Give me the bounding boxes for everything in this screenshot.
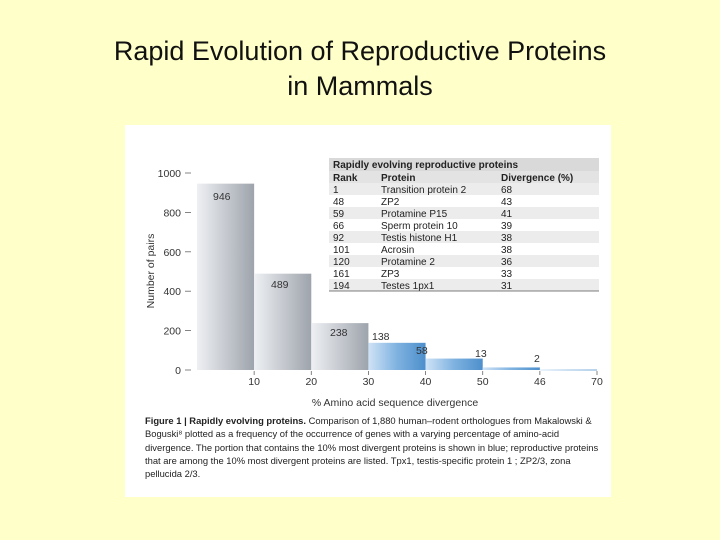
table-cell-2-1: 48 — [333, 197, 345, 208]
table-header-bg — [329, 171, 599, 183]
table-cell-3-3: 41 — [501, 209, 513, 220]
bar-label-4: 138 — [372, 331, 390, 343]
x-axis-label: % Amino acid sequence divergence — [312, 397, 479, 409]
table-cell-7-2: Protamine 2 — [381, 257, 435, 268]
x-tick-label-1: 10 — [248, 376, 260, 388]
table-cell-4-2: Sperm protein 10 — [381, 221, 458, 232]
table-cell-1-3: 68 — [501, 185, 513, 196]
y-tick-label-800: 800 — [163, 207, 181, 219]
table-cell-2-2: ZP2 — [381, 197, 400, 208]
bar-label-6: 13 — [475, 348, 487, 360]
table-row-bg-4 — [329, 219, 599, 231]
bar-label-3: 238 — [330, 327, 348, 339]
table-cell-9-3: 31 — [501, 281, 513, 292]
table-row-bg-2 — [329, 195, 599, 207]
table-cell-3-1: 59 — [333, 209, 345, 220]
caption-text: Comparison of 1,880 human–rodent ortholo… — [145, 415, 599, 480]
table-row-bg-7 — [329, 255, 599, 267]
table-row-bg-6 — [329, 243, 599, 255]
table-cell-4-1: 66 — [333, 221, 345, 232]
x-tick-label-6: 46 — [534, 376, 546, 388]
table-title-bg — [329, 158, 599, 171]
figure-caption: Figure 1 | Rapidly evolving proteins. Co… — [145, 414, 605, 480]
table-cell-8-3: 33 — [501, 269, 513, 280]
table-cell-1-2: Transition protein 2 — [381, 185, 467, 196]
bar-2 — [254, 273, 312, 370]
y-tick-label-600: 600 — [163, 247, 181, 259]
table-cell-7-1: 120 — [333, 257, 350, 268]
bar-1 — [197, 183, 255, 370]
bar-label-5: 58 — [416, 345, 428, 357]
table-cell-4-3: 39 — [501, 221, 513, 232]
table-row-bg-3 — [329, 207, 599, 219]
table-cell-5-3: 38 — [501, 233, 513, 244]
table-header-2: Protein — [381, 173, 415, 184]
x-tick-label-5: 50 — [477, 376, 489, 388]
table-cell-5-2: Testis histone H1 — [381, 233, 458, 244]
bar-7 — [539, 369, 597, 371]
table-row-bg-1 — [329, 183, 599, 195]
caption-label: Figure 1 | Rapidly evolving proteins. — [145, 415, 306, 426]
bar-3 — [311, 323, 369, 370]
x-tick-label-7: 70 — [591, 376, 603, 388]
y-tick-label-0: 0 — [175, 365, 181, 377]
table-row-bg-5 — [329, 231, 599, 243]
bar-4 — [368, 342, 426, 370]
table-cell-2-3: 43 — [501, 197, 513, 208]
x-tick-label-2: 20 — [305, 376, 317, 388]
table-cell-7-3: 36 — [501, 257, 513, 268]
table-cell-3-2: Protamine P15 — [381, 209, 448, 220]
table-cell-8-1: 161 — [333, 269, 350, 280]
slide-title-line-1: Rapid Evolution of Reproductive Proteins — [113, 36, 607, 66]
y-tick-label-1000: 1000 — [158, 168, 182, 180]
table-cell-5-1: 92 — [333, 233, 345, 244]
table-header-3: Divergence (%) — [501, 173, 573, 184]
slide-title: Rapid Evolution of Reproductive Proteins… — [0, 34, 720, 104]
bar-label-1: 946 — [213, 191, 231, 203]
table-row-bg-9 — [329, 279, 599, 291]
figure-card: 946 489 238 138 58 13 2 0 200 400 600 800 1000 Number… — [125, 125, 611, 497]
table-header-1: Rank — [333, 173, 358, 184]
table-cell-6-2: Acrosin — [381, 245, 414, 256]
table-title: Rapidly evolving reproductive proteins — [333, 160, 518, 171]
table-cell-8-2: ZP3 — [381, 269, 400, 280]
y-axis-label: Number of pairs — [145, 234, 157, 309]
table-cell-6-1: 101 — [333, 245, 350, 256]
x-tick-label-4: 40 — [420, 376, 432, 388]
bar-label-7: 2 — [534, 353, 540, 365]
slide-title-line-2: in Mammals — [287, 71, 433, 101]
bar-label-2: 489 — [271, 279, 289, 291]
table-cell-1-1: 1 — [333, 185, 339, 196]
table-cell-9-1: 194 — [333, 281, 350, 292]
y-tick-label-400: 400 — [163, 286, 181, 298]
bar-5 — [425, 358, 483, 370]
table-row-bg-8 — [329, 267, 599, 279]
bar-6 — [482, 367, 540, 370]
y-tick-label-200: 200 — [163, 326, 181, 338]
x-tick-label-3: 30 — [363, 376, 375, 388]
table-cell-6-3: 38 — [501, 245, 513, 256]
table-cell-9-2: Testes 1px1 — [381, 281, 435, 292]
